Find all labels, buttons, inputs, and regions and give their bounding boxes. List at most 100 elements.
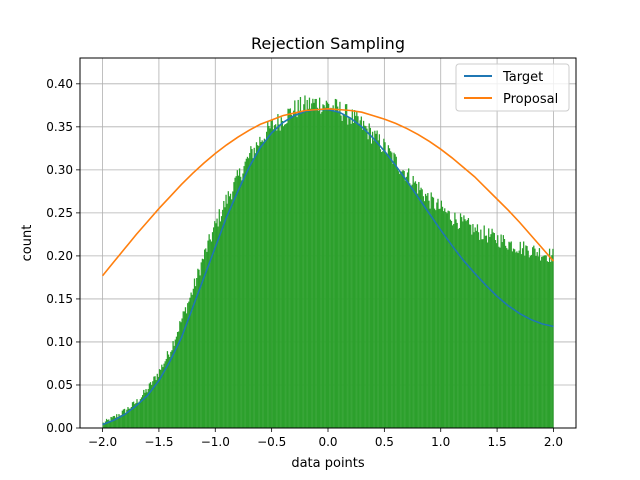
- histogram-bar: [114, 417, 117, 428]
- histogram-bar: [297, 99, 299, 428]
- histogram-bar: [518, 250, 520, 428]
- histogram-bar: [515, 252, 517, 428]
- histogram-bar: [326, 102, 329, 428]
- histogram-bar: [280, 117, 282, 428]
- histogram-bar: [424, 193, 427, 428]
- histogram-bar: [411, 184, 413, 428]
- histogram-bar: [217, 226, 219, 428]
- histogram-bar: [442, 211, 445, 428]
- histogram-bar: [361, 129, 364, 428]
- histogram-bar: [317, 110, 320, 429]
- histogram-bar: [277, 114, 279, 429]
- histogram-bar: [495, 243, 498, 428]
- histogram-bar: [444, 208, 446, 428]
- y-axis-label: count: [20, 225, 35, 262]
- histogram-bar: [526, 246, 528, 428]
- histogram-bar: [305, 110, 307, 428]
- histogram-bar: [304, 95, 306, 428]
- histogram-bar: [215, 223, 217, 428]
- histogram-bar: [143, 389, 145, 428]
- histogram-bar: [197, 268, 199, 428]
- histogram-bar: [209, 239, 211, 428]
- histogram-bar: [510, 241, 512, 428]
- histogram-bar: [216, 218, 218, 428]
- histogram-bar: [113, 415, 116, 428]
- histogram-bar: [453, 223, 455, 428]
- histogram-bar: [472, 224, 474, 428]
- histogram-bar: [313, 102, 315, 429]
- histogram-bar: [435, 210, 437, 428]
- y-tick-label: 0.25: [46, 206, 73, 220]
- histogram-bar: [263, 138, 266, 429]
- histogram-bar: [402, 170, 404, 429]
- histogram-bar: [286, 123, 288, 429]
- y-axis-ticks: 0.00 0.05 0.10 0.15 0.20 0.25 0.30 0.35 0.40: [46, 77, 80, 435]
- histogram-bar: [337, 106, 339, 428]
- histogram-bar: [129, 408, 131, 428]
- series-line-target: [102, 108, 554, 426]
- histogram-bar: [475, 230, 477, 428]
- histogram-bar: [234, 177, 236, 428]
- histogram-bar: [449, 219, 452, 428]
- histogram-bar: [484, 235, 486, 428]
- histogram-bar: [222, 209, 224, 428]
- histogram-bar: [109, 421, 111, 428]
- histogram-bar: [342, 114, 344, 428]
- histogram-bar: [136, 399, 138, 428]
- x-tick-label: −1.0: [201, 435, 230, 449]
- histogram-bar: [262, 141, 264, 429]
- x-tick-label: 1.5: [488, 435, 507, 449]
- histogram-bar: [188, 301, 190, 428]
- histogram-bar: [401, 171, 403, 428]
- histogram-bar: [282, 126, 285, 429]
- histogram-bar: [118, 414, 120, 428]
- histogram-bar: [116, 414, 118, 428]
- histogram-bar: [359, 120, 361, 428]
- histogram-bar: [520, 254, 523, 428]
- histogram-bar: [190, 292, 192, 428]
- histogram-bar: [290, 114, 293, 428]
- histogram-bar: [379, 149, 382, 429]
- y-tick-label: 0.05: [46, 378, 73, 392]
- histogram-bar: [126, 409, 128, 428]
- histogram-bar: [455, 219, 457, 428]
- histogram-bar: [409, 183, 411, 428]
- histogram-bar: [386, 154, 388, 429]
- histogram-bar: [482, 239, 484, 428]
- histogram-bar: [414, 181, 417, 428]
- histogram-bar: [201, 258, 204, 428]
- histogram-bar: [352, 122, 355, 428]
- histogram-bar: [340, 115, 342, 428]
- histogram-bar: [437, 198, 439, 428]
- histogram-bar: [273, 125, 276, 429]
- histogram-bar: [194, 286, 197, 428]
- histogram-bar: [247, 158, 250, 428]
- histogram-bar: [312, 98, 314, 429]
- histogram-bar: [464, 219, 466, 428]
- histogram-bar: [316, 107, 319, 428]
- x-tick-label: 2.0: [544, 435, 563, 449]
- histogram-bar: [306, 99, 308, 428]
- histogram-bar: [486, 242, 489, 428]
- histogram-bar: [366, 128, 368, 429]
- legend: Target Proposal: [455, 63, 570, 112]
- histogram-bar: [261, 140, 263, 428]
- histogram-bar: [309, 108, 312, 429]
- histogram-bar: [463, 215, 465, 428]
- histogram-bar: [343, 114, 346, 429]
- histogram-bar: [507, 249, 509, 428]
- histogram-bar: [173, 345, 175, 428]
- histogram-bar: [445, 211, 447, 428]
- histogram-bar: [260, 142, 262, 428]
- histogram-bar: [530, 254, 533, 428]
- histogram-bar: [242, 173, 244, 428]
- histogram-bar: [253, 147, 255, 429]
- histogram-bar: [388, 148, 391, 428]
- histogram-bar: [403, 171, 405, 428]
- histogram-bar: [276, 130, 278, 429]
- y-tick-label: 0.40: [46, 77, 73, 91]
- histogram-bar: [461, 217, 463, 428]
- histogram-bar: [509, 242, 511, 428]
- histogram-bar: [108, 419, 110, 428]
